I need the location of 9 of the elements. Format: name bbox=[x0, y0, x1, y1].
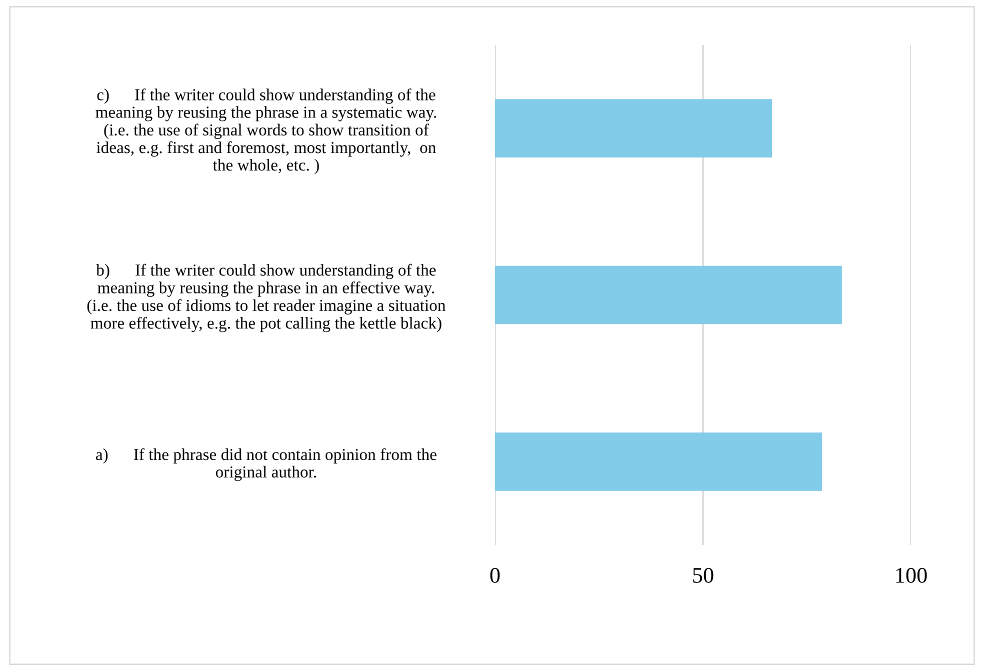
bar bbox=[495, 99, 772, 158]
y-tick-label: c) If the writer could show understanding of the meaning by reusing the phrase in a systematic way. (i.e. the use of signal words to show transition of ideas, e.g. first and foremost, most importantly, on the whole, etc. ) bbox=[96, 88, 436, 174]
x-tick-label: 50 bbox=[693, 568, 714, 583]
x-tick-label: 0 bbox=[490, 568, 500, 583]
y-tick-label: a) If the phrase did not contain opinion from the original author. bbox=[96, 448, 436, 481]
bar bbox=[495, 266, 842, 324]
bar bbox=[495, 432, 822, 491]
y-tick-label: b) If the writer could show understanding of the meaning by reusing the phrase in an effective way. (i.e. the use of idioms to let reader imagine a situation more effectively, e.g. the pot calling the kettle black) bbox=[87, 264, 446, 332]
x-tick-label: 100 bbox=[896, 568, 927, 583]
